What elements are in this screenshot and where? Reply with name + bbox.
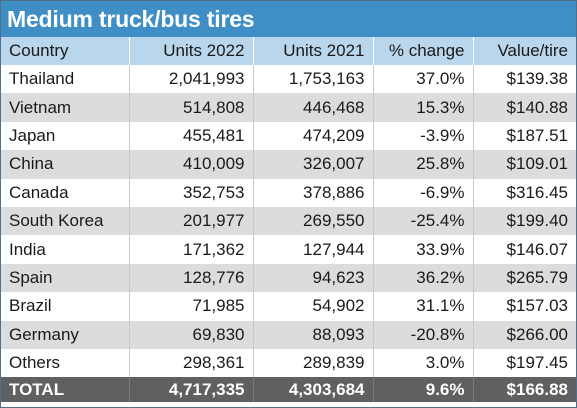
units-2022-cell: 71,985 <box>128 292 253 321</box>
units-2022-cell: 201,977 <box>128 206 253 236</box>
country-cell: Thailand <box>9 69 75 89</box>
column-header-percent-change: % change <box>372 37 473 65</box>
table-row: Thailand 2,041,993 1,753,163 37.0% $139.38 <box>1 65 576 94</box>
column-header-units-2021: Units 2021 <box>252 37 373 65</box>
value-per-tire-cell: $157.03 <box>472 292 576 321</box>
table-row: India 171,362 127,944 33.9% $146.07 <box>1 235 576 264</box>
table-row: Brazil 71,985 54,902 31.1% $157.03 <box>1 292 576 321</box>
percent-change-cell: -25.4% <box>372 206 473 236</box>
percent-change-cell: 31.1% <box>372 292 473 321</box>
total-percent-change: 9.6% <box>372 377 473 403</box>
percent-change-cell: 15.3% <box>372 93 473 122</box>
value-per-tire-cell: $146.07 <box>472 235 576 264</box>
percent-change-cell: 36.2% <box>372 263 473 293</box>
units-2021-cell: 88,093 <box>252 320 373 349</box>
total-label: TOTAL <box>9 379 65 399</box>
country-cell: Germany <box>9 324 79 344</box>
units-2022-cell: 514,808 <box>128 93 253 122</box>
units-2021-cell: 127,944 <box>252 235 373 264</box>
units-2022-cell: 128,776 <box>128 263 253 293</box>
table-row: Spain 128,776 94,623 36.2% $265.79 <box>1 263 576 293</box>
value-per-tire-cell: $197.45 <box>472 348 576 378</box>
percent-change-cell: 25.8% <box>372 150 473 179</box>
units-2022-cell: 69,830 <box>128 320 253 349</box>
value-per-tire-cell: $109.01 <box>472 150 576 179</box>
table-row: Others 298,361 289,839 3.0% $197.45 <box>1 348 576 378</box>
units-2021-cell: 378,886 <box>252 178 373 207</box>
value-per-tire-cell: $266.00 <box>472 320 576 349</box>
table-row: South Korea 201,977 269,550 -25.4% $199.40 <box>1 206 576 236</box>
table-row: Vietnam 514,808 446,468 15.3% $140.88 <box>1 93 576 122</box>
tire-data-table: Country Units 2022 Units 2021 % change V… <box>1 37 576 403</box>
percent-change-cell: -3.9% <box>372 121 473 151</box>
units-2022-cell: 298,361 <box>128 348 253 378</box>
units-2022-cell: 410,009 <box>128 150 253 179</box>
country-cell: Spain <box>9 267 53 287</box>
units-2021-cell: 54,902 <box>252 292 373 321</box>
value-per-tire-cell: $187.51 <box>472 121 576 151</box>
percent-change-cell: 37.0% <box>372 65 473 94</box>
country-cell: Canada <box>9 182 69 202</box>
table-row: Canada 352,753 378,886 -6.9% $316.45 <box>1 178 576 207</box>
units-2021-cell: 94,623 <box>252 263 373 293</box>
percent-change-cell: -20.8% <box>372 320 473 349</box>
column-header-country: Country <box>9 41 69 60</box>
units-2021-cell: 1,753,163 <box>252 65 373 94</box>
table-row: Japan 455,481 474,209 -3.9% $187.51 <box>1 121 576 151</box>
country-cell: Others <box>9 353 61 373</box>
country-cell: Brazil <box>9 296 52 316</box>
units-2022-cell: 2,041,993 <box>128 65 253 94</box>
table-title: Medium truck/bus tires <box>1 1 576 37</box>
header-row: Country Units 2022 Units 2021 % change V… <box>1 37 576 65</box>
value-per-tire-cell: $316.45 <box>472 178 576 207</box>
units-2022-cell: 352,753 <box>128 178 253 207</box>
country-cell: India <box>9 239 46 259</box>
total-units-2021: 4,303,684 <box>252 377 373 403</box>
units-2021-cell: 446,468 <box>252 93 373 122</box>
total-value-per-tire: $166.88 <box>472 377 576 403</box>
total-units-2022: 4,717,335 <box>128 377 253 403</box>
units-2022-cell: 455,481 <box>128 121 253 151</box>
value-per-tire-cell: $140.88 <box>472 93 576 122</box>
value-per-tire-cell: $199.40 <box>472 206 576 236</box>
total-row: TOTAL 4,717,335 4,303,684 9.6% $166.88 <box>1 377 576 403</box>
units-2022-cell: 171,362 <box>128 235 253 264</box>
country-cell: Japan <box>9 125 56 145</box>
value-per-tire-cell: $139.38 <box>472 65 576 94</box>
percent-change-cell: 3.0% <box>372 348 473 378</box>
units-2021-cell: 326,007 <box>252 150 373 179</box>
country-cell: South Korea <box>9 211 104 231</box>
percent-change-cell: 33.9% <box>372 235 473 264</box>
country-cell: Vietnam <box>9 97 72 117</box>
column-header-value-per-tire: Value/tire <box>472 37 576 65</box>
value-per-tire-cell: $265.79 <box>472 263 576 293</box>
column-header-units-2022: Units 2022 <box>128 37 253 65</box>
units-2021-cell: 269,550 <box>252 206 373 236</box>
country-cell: China <box>9 154 54 174</box>
units-2021-cell: 289,839 <box>252 348 373 378</box>
units-2021-cell: 474,209 <box>252 121 373 151</box>
percent-change-cell: -6.9% <box>372 178 473 207</box>
table-row: Germany 69,830 88,093 -20.8% $266.00 <box>1 320 576 349</box>
table-body: Thailand 2,041,993 1,753,163 37.0% $139.38 Vi… <box>1 65 576 378</box>
table-row: China 410,009 326,007 25.8% $109.01 <box>1 150 576 179</box>
